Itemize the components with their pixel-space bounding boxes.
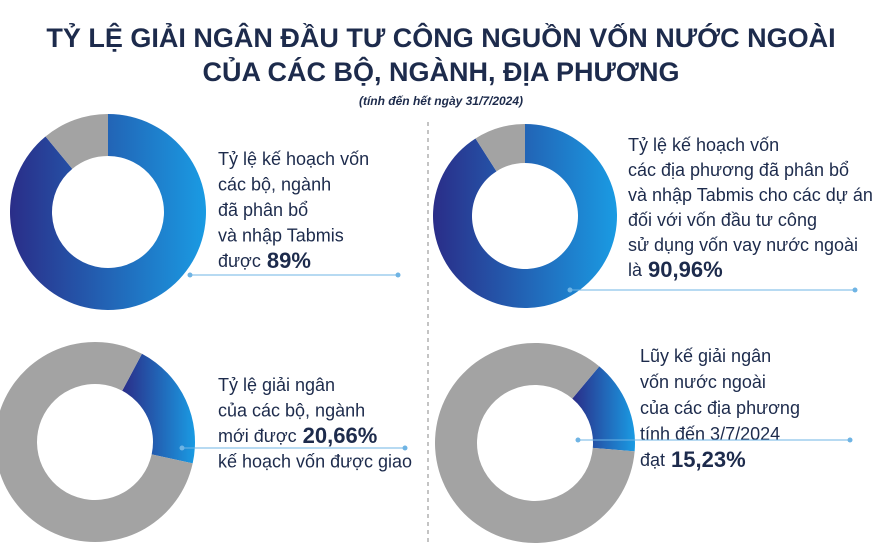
- description: Tỷ lệ giải ngân: [218, 375, 335, 395]
- value-label: 89%: [267, 248, 311, 273]
- donut-slice: [0, 342, 193, 542]
- description: mới được: [218, 426, 297, 446]
- description: vốn nước ngoài: [640, 372, 766, 392]
- connector-dot: [179, 445, 185, 451]
- connector-dot: [567, 287, 573, 293]
- description: được: [218, 251, 261, 271]
- description: và nhập Tabmis cho các dự án: [628, 185, 873, 205]
- title: CỦA CÁC BỘ, NGÀNH, ĐỊA PHƯƠNG: [203, 55, 680, 87]
- description: Tỷ lệ kế hoạch vốn: [628, 135, 779, 155]
- value-label: 15,23%: [671, 447, 746, 472]
- description: các bộ, ngành: [218, 174, 331, 194]
- connector-dot: [187, 272, 193, 278]
- donut-slice: [434, 343, 635, 543]
- connector-dot: [402, 445, 408, 451]
- connector-dot: [847, 437, 853, 443]
- connector-dot: [852, 287, 858, 293]
- description: đạt: [640, 450, 665, 470]
- connector-dot: [395, 272, 401, 278]
- donut-slice: [432, 124, 617, 308]
- value-label: 90,96%: [648, 257, 723, 282]
- description: sử dụng vốn vay nước ngoài: [628, 235, 858, 255]
- connector-dot: [575, 437, 581, 443]
- description: của các địa phương: [640, 398, 800, 418]
- description: kế hoạch vốn được giao: [218, 451, 412, 471]
- description: và nhập Tabmis: [218, 225, 344, 245]
- subtitle: (tính đến hết ngày 31/7/2024): [359, 94, 523, 108]
- donut-slice: [10, 114, 207, 310]
- description: tính đến 3/7/2024: [640, 424, 780, 444]
- donut-slice: [45, 114, 108, 169]
- title: TỶ LỆ GIẢI NGÂN ĐẦU TƯ CÔNG NGUỒN VỐN NƯ…: [46, 21, 835, 53]
- donut-slice: [122, 353, 195, 464]
- description: Tỷ lệ kế hoạch vốn: [218, 149, 369, 169]
- donut-slice: [572, 366, 635, 452]
- description: đã phân bổ: [218, 200, 308, 220]
- description: là: [628, 260, 643, 280]
- description: đối với vốn đầu tư công: [628, 210, 817, 230]
- donut-slice: [475, 124, 525, 172]
- description: Lũy kế giải ngân: [640, 346, 771, 366]
- description: của các bộ, ngành: [218, 400, 365, 420]
- value-label: 20,66%: [303, 423, 378, 448]
- description: các địa phương đã phân bổ: [628, 160, 849, 180]
